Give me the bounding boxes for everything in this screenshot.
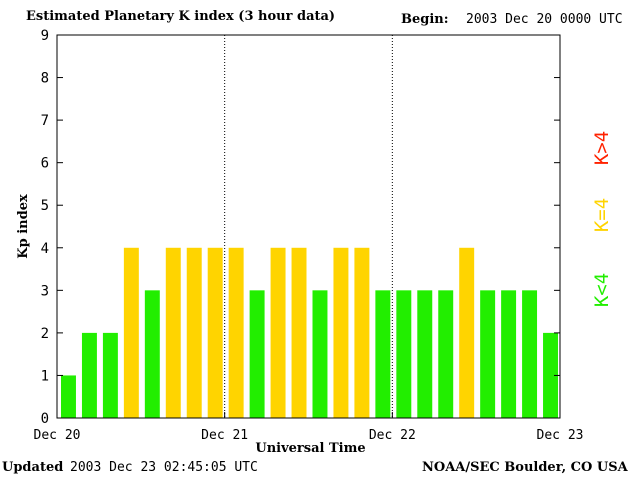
credit-text: NOAA/SEC Boulder, CO USA [422,460,628,475]
y-tick-label: 1 [41,368,49,384]
x-tick-label: Dec 22 [369,428,416,443]
chart-title: Estimated Planetary K index (3 hour data… [26,9,336,24]
begin-label: Begin: [401,12,449,27]
kp-bar [207,247,223,418]
y-tick-label: 5 [41,198,49,214]
y-tick-label: 9 [41,28,49,44]
kp-bar [270,247,286,418]
kp-bar [291,247,307,418]
y-tick-label: 2 [41,326,49,342]
kp-bar [480,290,496,418]
updated-label: Updated [2,460,64,475]
y-tick-label: 0 [41,411,49,427]
legend-item: K>4 [591,131,613,165]
y-tick-label: 8 [41,71,49,87]
y-tick-label: 6 [41,156,49,172]
kp-bar [123,247,139,418]
x-tick-label: Dec 23 [537,428,584,443]
x-tick-label: Dec 21 [201,428,248,443]
x-tick-label: Dec 20 [34,428,81,443]
kp-bar [333,247,349,418]
kp-bar [522,290,538,418]
kp-bar [249,290,265,418]
kp-bar [165,247,181,418]
kp-bar [102,332,118,418]
y-tick-label: 3 [41,283,49,299]
kp-bar [543,332,558,418]
kp-bar [375,290,391,418]
kp-bar [438,290,454,418]
kp-bar [81,332,97,418]
kp-bar [396,290,412,418]
plot-frame [56,34,561,419]
x-axis-label: Universal Time [255,441,365,456]
legend-item: K=4 [591,198,613,232]
kp-bar [417,290,433,418]
updated-value: 2003 Dec 23 02:45:05 UTC [70,460,258,475]
kp-bar [228,247,244,418]
y-tick-label: 7 [41,113,49,129]
begin-value: 2003 Dec 20 0000 UTC [466,12,623,27]
kp-bar [459,247,475,418]
kp-bar [312,290,328,418]
kp-bar [186,247,202,418]
y-axis-label: Kp index [16,194,31,259]
y-tick-label: 4 [41,241,49,257]
kp-bar [354,247,370,418]
kp-bar [501,290,517,418]
kp-bar [144,290,160,418]
legend-item: K<4 [591,273,613,307]
kp-bar [61,375,76,418]
